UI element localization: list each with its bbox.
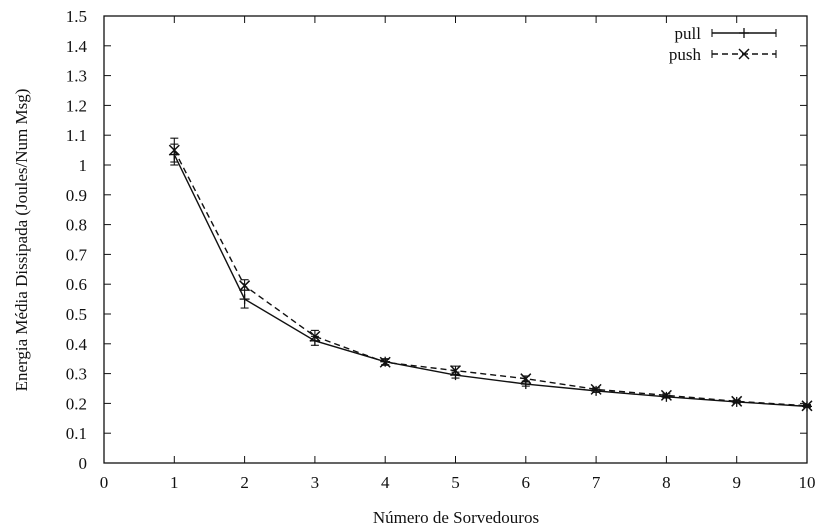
y-tick-label: 0 bbox=[79, 454, 88, 473]
x-tick-label: 7 bbox=[592, 473, 601, 492]
series-line-pull bbox=[173, 154, 808, 408]
x-tick-label: 10 bbox=[799, 473, 816, 492]
point-push bbox=[520, 373, 532, 385]
axis-ticks: 0 1 2 3 4 5 6 7 8 9 10 0 0.1 0.2 0.3 0.4 0.5 0.6 0.7 0.8 0.9… bbox=[66, 7, 816, 492]
x-tick-label: 5 bbox=[451, 473, 460, 492]
point-push bbox=[801, 400, 813, 412]
y-tick-label: 1 bbox=[79, 156, 88, 175]
point-push bbox=[660, 389, 672, 401]
y-tick-label: 0.6 bbox=[66, 275, 87, 294]
x-tick-label: 0 bbox=[100, 473, 109, 492]
series-push bbox=[168, 137, 813, 412]
point-push bbox=[309, 330, 321, 342]
x-tick-label: 1 bbox=[170, 473, 179, 492]
x-tick-label: 9 bbox=[732, 473, 741, 492]
y-tick-label: 0.5 bbox=[66, 305, 87, 324]
legend-marker-push bbox=[738, 48, 750, 60]
y-tick-label: 0.3 bbox=[66, 365, 87, 384]
point-push bbox=[449, 365, 462, 377]
point-push bbox=[731, 395, 743, 407]
plot-frame bbox=[103, 15, 808, 464]
x-axis-title: Número de Sorvedouros bbox=[373, 508, 539, 527]
y-tick-label: 0.9 bbox=[66, 186, 87, 205]
y-tick-label: 1.1 bbox=[66, 126, 87, 145]
y-axis-title: Energia Média Dissipada (Joules/Num Msg) bbox=[12, 89, 31, 392]
y-tick-label: 1.3 bbox=[66, 67, 87, 86]
point-push bbox=[590, 383, 602, 395]
legend-label-pull: pull bbox=[675, 24, 702, 43]
y-tick-label: 1.2 bbox=[66, 96, 87, 115]
point-push bbox=[379, 356, 391, 368]
series-pull bbox=[169, 143, 812, 412]
series-layer bbox=[168, 137, 813, 412]
y-tick-label: 0.7 bbox=[66, 245, 88, 264]
plot-border bbox=[103, 15, 808, 464]
y-tick-label: 1.4 bbox=[66, 37, 88, 56]
legend: pull push bbox=[669, 24, 777, 64]
series-line-push bbox=[173, 149, 808, 407]
y-tick-label: 0.8 bbox=[66, 216, 87, 235]
y-tick-label: 0.4 bbox=[66, 335, 88, 354]
y-tick-label: 0.2 bbox=[66, 394, 87, 413]
y-tick-label: 0.1 bbox=[66, 424, 87, 443]
x-tick-label: 8 bbox=[662, 473, 671, 492]
x-tick-label: 3 bbox=[311, 473, 320, 492]
legend-label-push: push bbox=[669, 45, 702, 64]
x-tick-label: 6 bbox=[522, 473, 531, 492]
point-push bbox=[168, 144, 180, 156]
x-tick-label: 4 bbox=[381, 473, 390, 492]
y-tick-label: 1.5 bbox=[66, 7, 87, 26]
point-push bbox=[239, 280, 251, 292]
x-tick-label: 2 bbox=[240, 473, 249, 492]
